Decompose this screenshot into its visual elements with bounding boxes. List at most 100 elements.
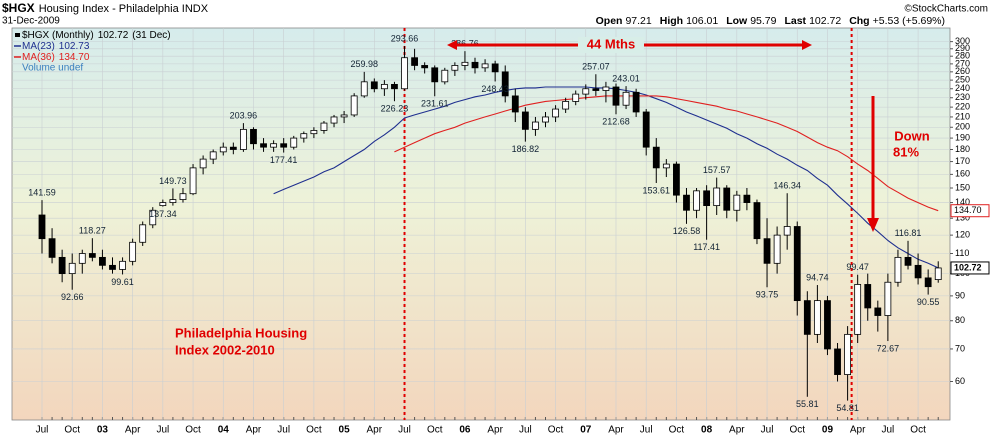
x-tick-label: Jul — [519, 425, 532, 436]
legend-entry: MA(36) 134.70 — [22, 52, 90, 63]
y-tick-label: 210 — [955, 111, 970, 121]
x-tick-label: Oct — [669, 425, 685, 436]
candle-body — [511, 95, 519, 113]
candle-body — [461, 61, 469, 66]
legend-value: 102.72 — [98, 30, 129, 41]
annotation: Down — [894, 128, 929, 143]
candle-body — [330, 116, 338, 124]
annotation-bg — [578, 37, 644, 53]
candle-body — [632, 91, 640, 113]
legend-value: 102.73 — [59, 41, 90, 52]
quote-value: +5.53 (+5.69%) — [873, 15, 945, 27]
candle-body — [773, 234, 781, 264]
last-value: 102.72 — [954, 262, 982, 272]
data-label: 94.74 — [806, 272, 829, 282]
x-tick-label: Oct — [548, 425, 564, 436]
candle-body — [743, 194, 751, 203]
quote-label: Last — [784, 15, 806, 27]
data-label: 259.98 — [350, 59, 378, 69]
candle-body — [733, 194, 741, 211]
data-label: 248.43 — [481, 84, 509, 94]
candle-body — [824, 300, 831, 350]
x-tick-label: 03 — [97, 425, 109, 436]
legend-value: 134.70 — [59, 52, 90, 63]
x-tick-label: Oct — [910, 425, 926, 436]
data-label: 92.66 — [61, 292, 84, 302]
candle-body — [380, 83, 388, 90]
candle-body — [149, 209, 157, 226]
candle-body — [270, 143, 278, 148]
x-tick-label: Apr — [729, 425, 745, 436]
candle-body — [58, 256, 66, 275]
source: ©StockCharts.com — [904, 4, 988, 15]
candle-body — [813, 300, 821, 335]
data-label: 212.68 — [602, 117, 630, 127]
candle-body — [260, 143, 267, 148]
y-tick-label: 160 — [955, 169, 970, 179]
candle-body — [391, 83, 398, 90]
y-tick-label: 250 — [955, 75, 970, 85]
candle-body — [48, 238, 56, 258]
y-tick-label: 150 — [955, 182, 970, 192]
arrow-head — [867, 218, 879, 232]
index-name: Housing Index - Philadelphia INDX — [39, 3, 209, 15]
quote-label: Open — [596, 15, 623, 27]
data-label: 126.58 — [673, 226, 701, 236]
x-tick-label: Jul — [36, 425, 49, 436]
data-label: 153.61 — [643, 185, 671, 195]
legend-entry: $HGX (Monthly) 102.72 (31 Dec) — [22, 30, 171, 41]
x-tick-label: Apr — [125, 425, 141, 436]
y-tick-label: 200 — [955, 122, 970, 132]
y-tick-label: 280 — [955, 51, 970, 61]
data-label: 54.81 — [836, 403, 859, 413]
quote-value: 95.79 — [750, 15, 776, 27]
candle-body — [209, 151, 217, 160]
candle-body — [834, 348, 841, 375]
candle-body — [471, 61, 479, 69]
x-tick-label: Jul — [761, 425, 774, 436]
candle-body — [189, 167, 197, 195]
data-label: 226.23 — [381, 104, 409, 114]
x-tick-label: Jul — [881, 425, 894, 436]
x-tick-label: Jul — [398, 425, 411, 436]
data-label: 186.82 — [512, 144, 540, 154]
candle-body — [602, 86, 610, 91]
plot-area — [11, 27, 951, 421]
candle-body — [703, 190, 711, 207]
data-label: 137.34 — [149, 209, 177, 219]
data-label: 157.57 — [703, 165, 731, 175]
x-tick-label: 06 — [459, 425, 471, 436]
candle-body — [411, 57, 418, 66]
ma-line — [394, 95, 939, 212]
candle-body — [99, 256, 106, 266]
y-tick-label: 130 — [955, 213, 970, 223]
candle-body — [753, 202, 761, 240]
y-tick-label: 220 — [955, 102, 970, 112]
candle-body — [713, 187, 721, 207]
x-tick-label: Jul — [156, 425, 169, 436]
date: 31-Dec-2009 — [2, 16, 60, 27]
candle-body — [723, 187, 731, 211]
arrow-head — [447, 40, 457, 50]
x-tick-label: Apr — [608, 425, 624, 436]
y-tick-label: 270 — [955, 58, 970, 68]
y-tick-label: 230 — [955, 92, 970, 102]
candle-body — [219, 146, 227, 153]
quote-value: 97.21 — [625, 15, 651, 27]
data-label: 141.59 — [28, 188, 56, 198]
data-label: 203.96 — [230, 110, 258, 120]
title: $HGX Housing Index - Philadelphia INDX — [2, 1, 209, 15]
candle-body — [904, 256, 912, 266]
y-tick-label: 260 — [955, 66, 970, 76]
candle-body — [78, 253, 86, 264]
candle-body — [179, 193, 187, 200]
x-tick-label: Oct — [789, 425, 805, 436]
candle-body — [572, 93, 580, 102]
candle-body — [552, 108, 559, 118]
candle-body — [793, 226, 801, 302]
quote-label: Low — [726, 15, 748, 27]
candle-body — [582, 88, 590, 95]
candle-body — [592, 88, 600, 91]
x-tick-label: Oct — [427, 425, 443, 436]
